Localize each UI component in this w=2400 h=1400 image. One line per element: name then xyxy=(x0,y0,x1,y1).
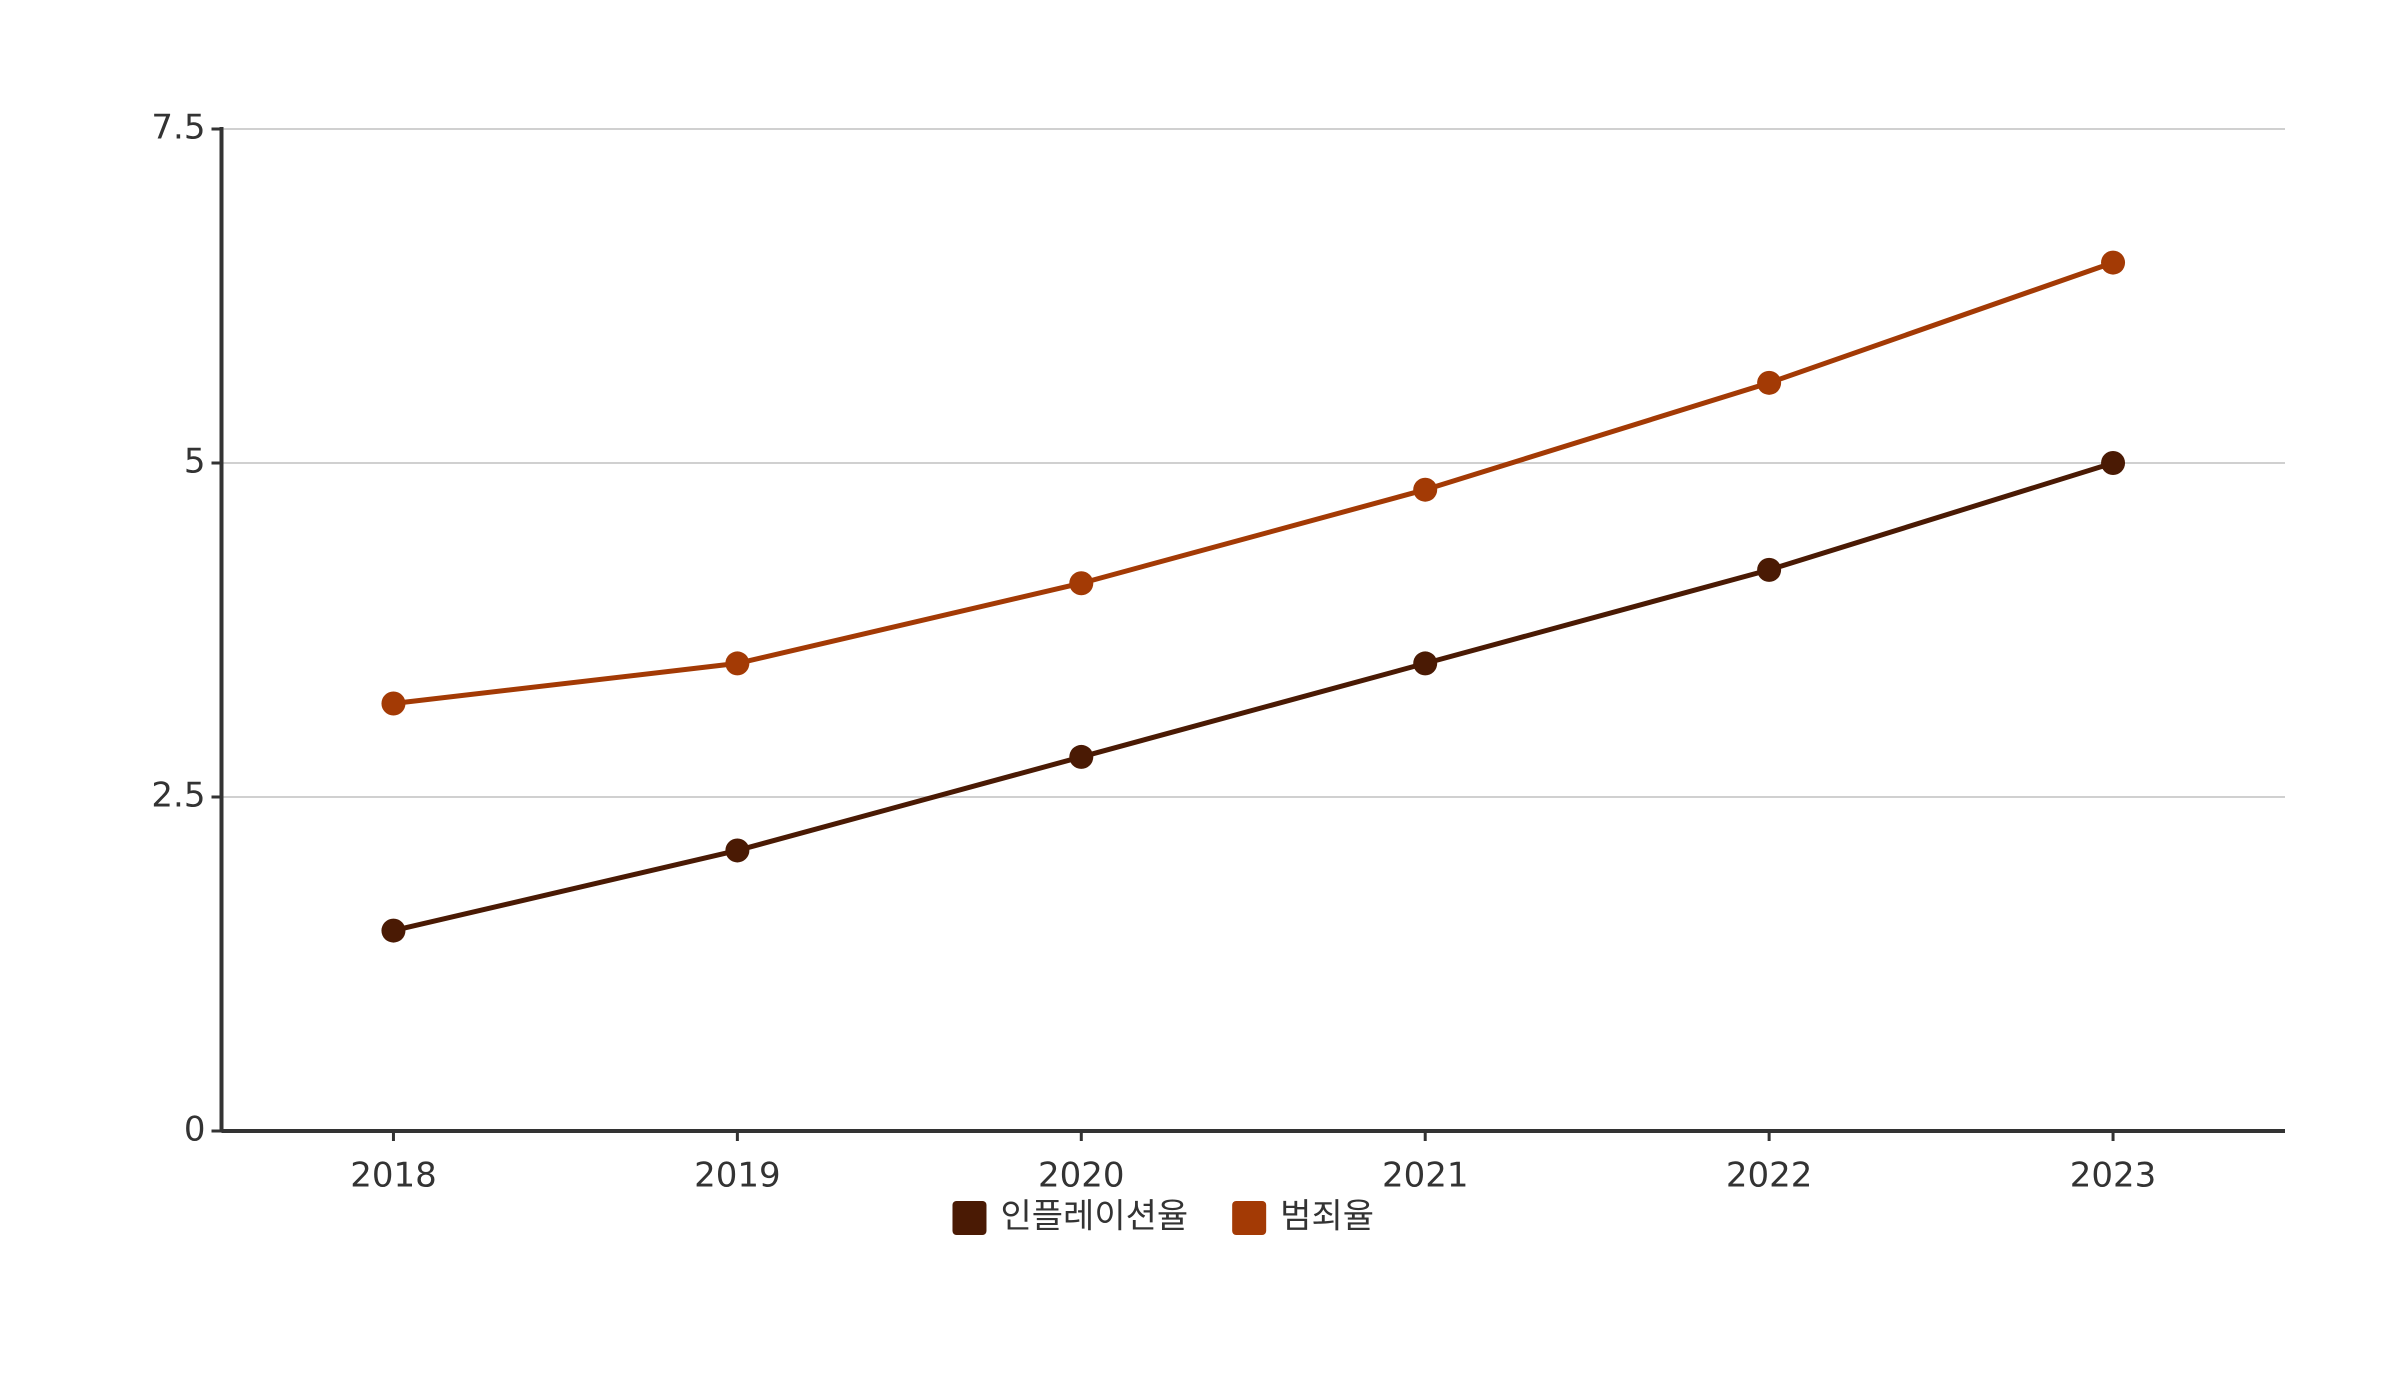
data-point xyxy=(725,651,750,676)
data-point xyxy=(1757,370,1782,395)
y-tick-label: 7.5 xyxy=(151,108,205,148)
data-point xyxy=(1413,651,1438,676)
data-point xyxy=(381,691,406,716)
data-point xyxy=(2101,250,2126,275)
data-point xyxy=(725,838,750,863)
x-tick-label: 2022 xyxy=(1726,1156,1813,1196)
y-tick-label: 2.5 xyxy=(151,776,205,816)
legend-swatch xyxy=(1232,1201,1267,1235)
data-point xyxy=(1413,477,1438,502)
x-tick-label: 2018 xyxy=(350,1156,437,1196)
series-line xyxy=(392,460,2114,934)
x-tick-label: 2023 xyxy=(2070,1156,2157,1196)
data-point xyxy=(1069,744,1094,769)
data-point xyxy=(381,918,406,943)
x-tick-label: 2019 xyxy=(694,1156,781,1196)
legend-label: 인플레이션율 xyxy=(1000,1197,1188,1237)
legend-label: 범죄율 xyxy=(1280,1197,1374,1237)
data-point xyxy=(1757,557,1782,582)
series-line xyxy=(393,260,2114,706)
data-point xyxy=(1069,571,1094,596)
x-tick-label: 2021 xyxy=(1382,1156,1469,1196)
data-point xyxy=(2101,451,2126,475)
y-tick-label: 0 xyxy=(184,1110,206,1150)
y-tick-label: 5 xyxy=(184,442,206,482)
legend-swatch xyxy=(952,1201,987,1235)
x-tick-label: 2020 xyxy=(1038,1156,1125,1196)
